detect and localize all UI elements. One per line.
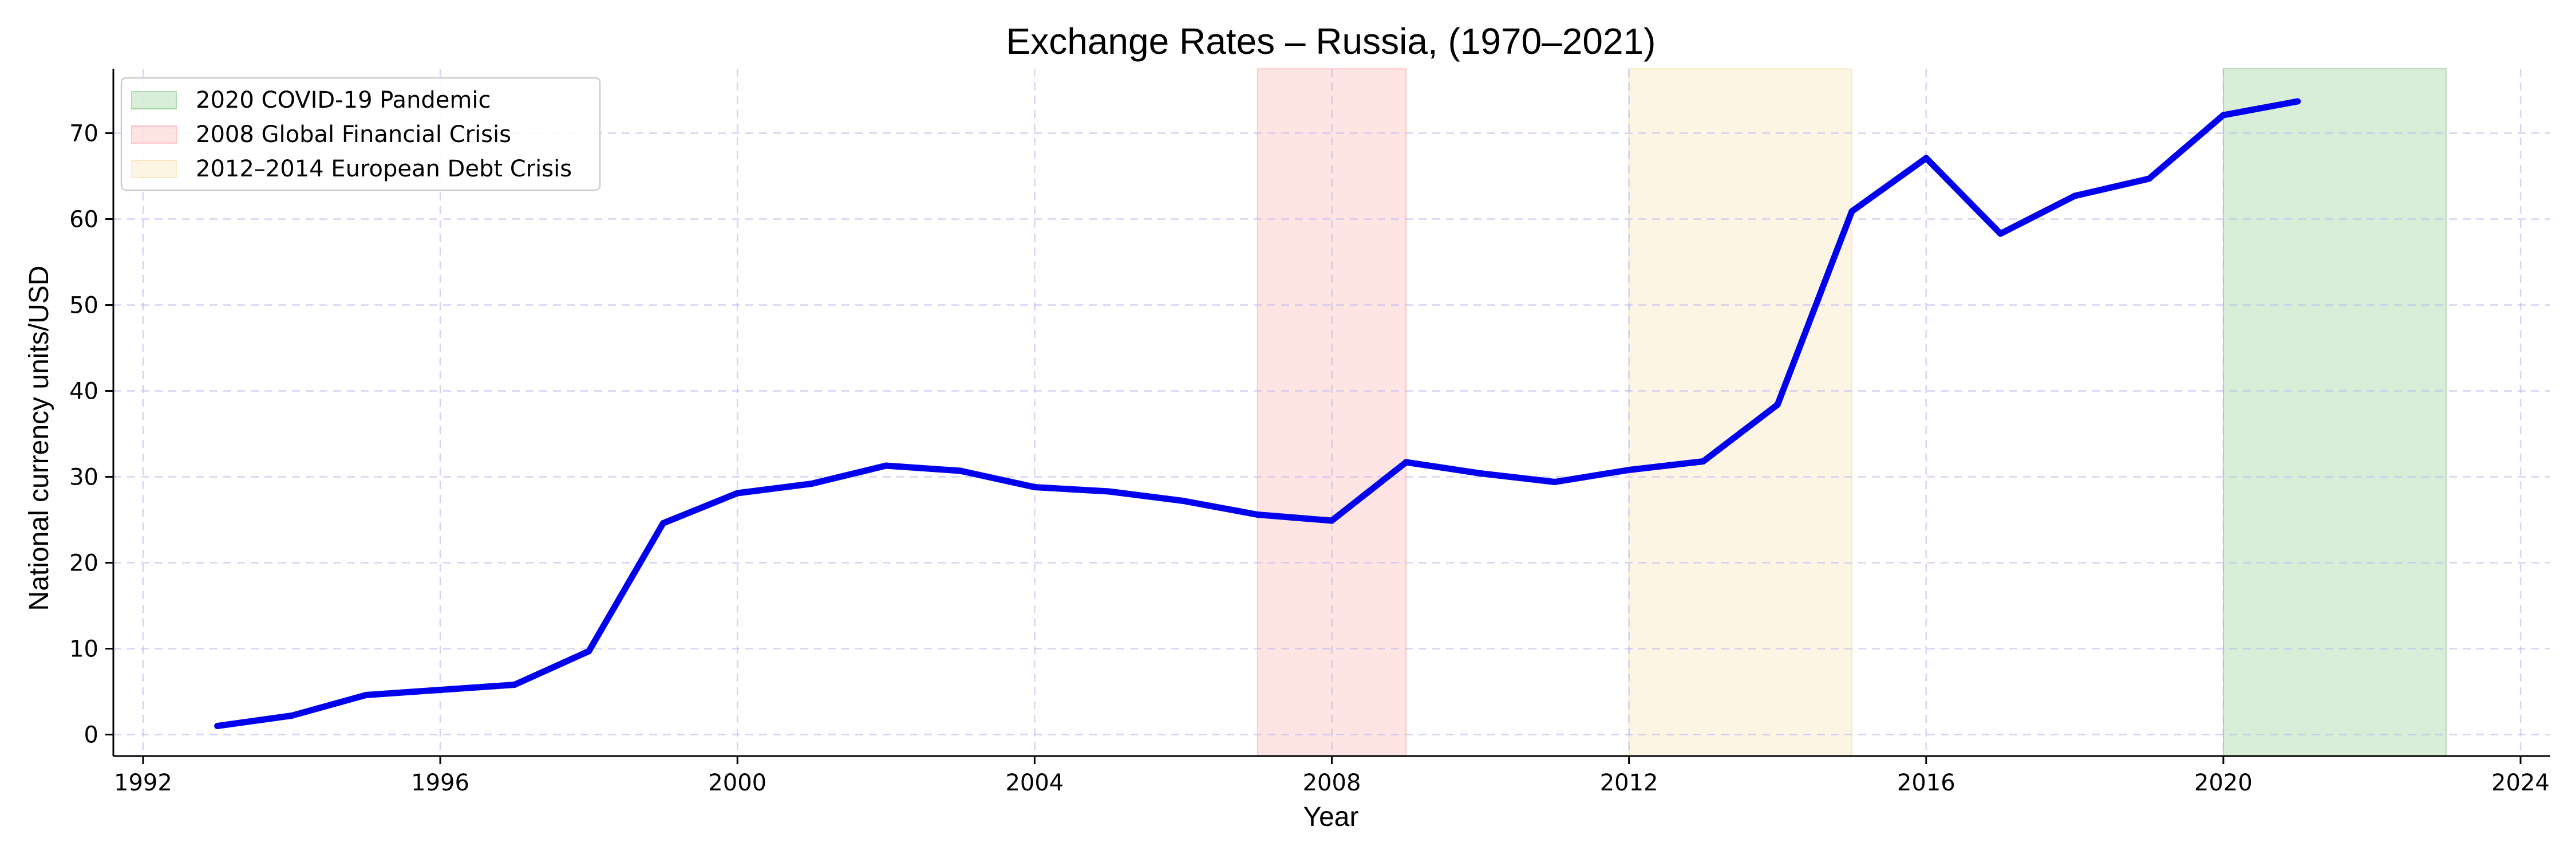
shaded-period-layer [1257,68,2447,757]
chart-title: Exchange Rates – Russia, (1970–2021) [1006,21,1656,62]
data-point [734,490,741,497]
data-point [1329,517,1335,524]
x-tick-label: 2016 [1897,770,1955,796]
data-point [1626,467,1633,473]
data-point [1031,484,1038,490]
legend-swatch-2 [131,125,177,144]
x-tick-label: 2008 [1303,770,1361,796]
data-point [2146,175,2152,182]
series-layer [214,98,2301,729]
data-point [1105,488,1112,495]
legend-swatch-3 [131,160,177,178]
data-point [957,467,964,474]
y-tick-label: 30 [69,465,98,491]
data-point [1923,155,1930,162]
legend-label-2: 2008 Global Financial Crisis [196,121,511,148]
data-point [288,713,295,719]
y-tick-label: 50 [69,293,98,319]
legend-box [120,77,601,191]
data-point [1402,459,1409,466]
data-point [2294,98,2301,105]
data-point [437,687,444,693]
tick-layer: 1992 1996 2000 2004 2008 2012 2016 2020 2024 0 10 2… [69,121,2550,797]
legend: 2020 COVID-19 Pandemic 2008 Global Financ… [120,77,601,191]
data-point [586,648,592,655]
shaded-period-3 [1628,68,1853,757]
x-tick-label: 2024 [2491,770,2550,796]
data-point [214,723,221,729]
data-point [1180,498,1187,504]
data-point [362,692,369,698]
legend-label-1: 2020 COVID-19 Pandemic [196,87,491,113]
x-tick-label: 1992 [114,770,172,796]
data-point [659,520,666,526]
data-point [1700,458,1706,465]
x-axis-label: Year [1303,802,1359,832]
y-axis-label: National currency units/USD [24,266,54,611]
legend-swatch-1 [131,91,177,109]
y-tick-label: 70 [69,121,98,147]
data-point [808,481,815,487]
data-point [2071,192,2078,199]
x-tick-label: 2000 [708,770,767,796]
y-tick-label: 20 [69,550,98,577]
x-tick-label: 2012 [1600,770,1658,796]
y-tick-label: 40 [69,379,98,405]
x-tick-label: 2004 [1005,770,1064,796]
data-point [1477,470,1484,477]
data-point [1551,479,1558,485]
legend-label-3: 2012–2014 European Debt Crisis [196,156,572,182]
data-point [883,462,890,469]
y-tick-label: 10 [69,636,98,663]
data-point [1254,511,1261,518]
y-tick-label: 0 [84,722,98,749]
data-point [2220,112,2227,119]
data-point [1997,230,2004,237]
data-point [511,682,518,688]
shaded-period-1 [2222,68,2447,757]
x-tick-label: 1996 [411,770,469,796]
y-tick-label: 60 [69,207,98,233]
data-point [1774,402,1781,408]
x-tick-label: 2020 [2194,770,2253,796]
data-point [1848,208,1855,215]
